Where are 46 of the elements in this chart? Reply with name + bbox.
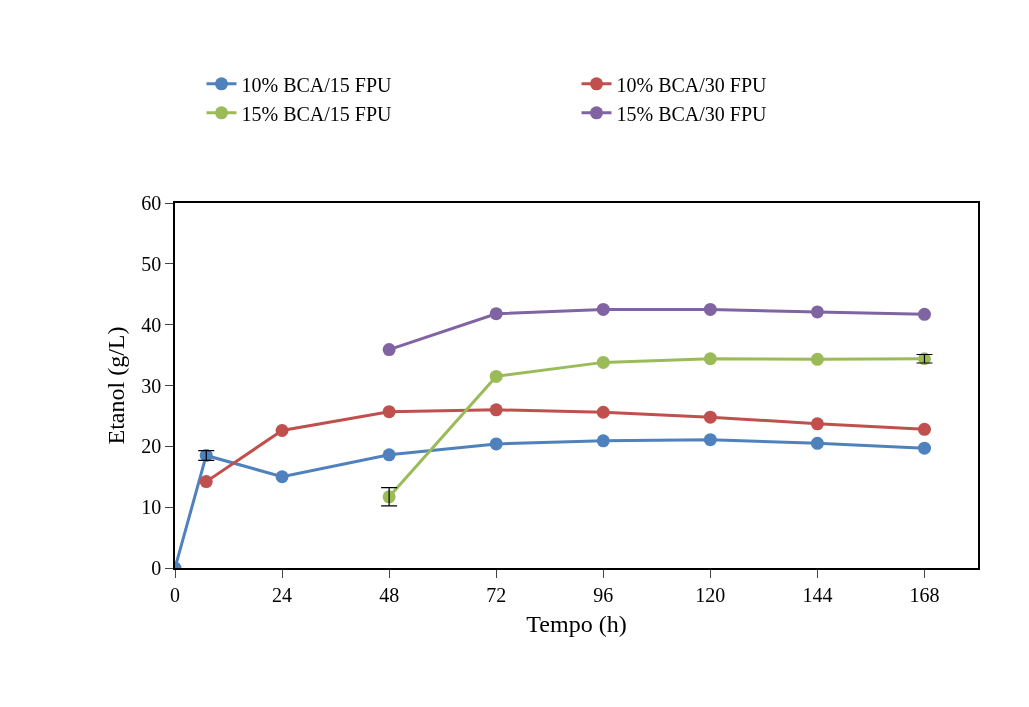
y-tick-label: 40 xyxy=(141,313,162,336)
y-tick-label: 10 xyxy=(141,496,162,519)
x-tick-label: 120 xyxy=(695,583,726,606)
x-tick-label: 0 xyxy=(170,583,180,606)
point xyxy=(382,343,396,357)
point xyxy=(489,437,503,451)
point xyxy=(275,424,289,438)
legend-label: 10% BCA/30 FPU xyxy=(616,73,768,96)
point xyxy=(596,434,610,448)
point xyxy=(489,369,503,383)
point xyxy=(275,470,289,484)
x-tick-label: 168 xyxy=(909,583,940,606)
point xyxy=(703,410,717,424)
point xyxy=(810,417,824,431)
point xyxy=(917,307,931,321)
legend-label: 15% BCA/30 FPU xyxy=(616,102,768,125)
point xyxy=(596,302,610,316)
x-tick-label: 24 xyxy=(272,583,293,606)
y-tick-label: 60 xyxy=(141,192,162,214)
point xyxy=(382,448,396,462)
point xyxy=(703,433,717,447)
point xyxy=(917,441,931,455)
y-tick-label: 30 xyxy=(141,374,162,397)
point xyxy=(917,422,931,436)
y-tick-label: 0 xyxy=(151,557,162,579)
y-tick-label: 50 xyxy=(141,252,162,275)
legend-label: 15% BCA/15 FPU xyxy=(241,102,393,125)
point xyxy=(382,405,396,419)
y-tick-label: 20 xyxy=(141,435,162,458)
point xyxy=(703,352,717,366)
point xyxy=(810,352,824,366)
point xyxy=(703,302,717,316)
point xyxy=(489,307,503,321)
legend-label: 10% BCA/15 FPU xyxy=(241,73,393,96)
point xyxy=(489,403,503,417)
point xyxy=(810,305,824,319)
point xyxy=(810,436,824,450)
point xyxy=(199,475,213,489)
x-tick-label: 96 xyxy=(593,583,614,606)
point xyxy=(596,405,610,419)
x-tick-label: 48 xyxy=(379,583,400,606)
x-tick-label: 144 xyxy=(802,583,833,606)
y-axis-title: Etanol (g/L) xyxy=(102,326,129,445)
x-axis-title: Tempo (h) xyxy=(526,610,627,637)
point xyxy=(596,355,610,369)
x-tick-label: 72 xyxy=(486,583,507,606)
